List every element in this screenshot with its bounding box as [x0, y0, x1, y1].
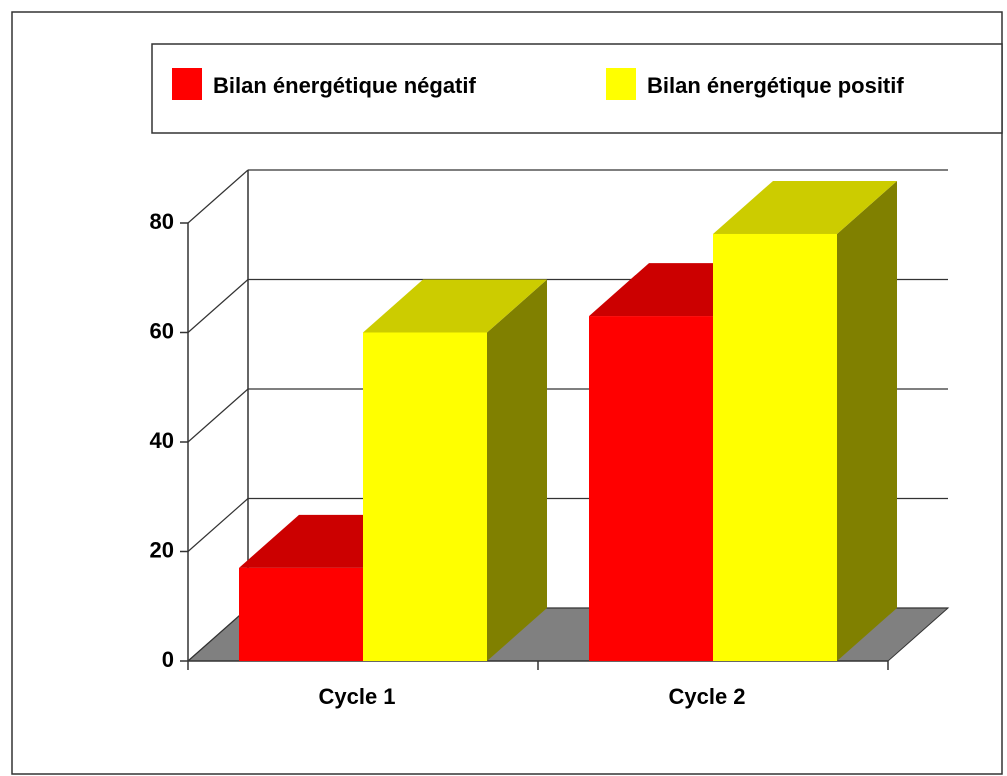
bar	[363, 332, 487, 661]
x-tick-label: Cycle 1	[318, 684, 395, 709]
legend-label: Bilan énergétique positif	[647, 73, 904, 98]
y-tick-label: 0	[162, 647, 174, 672]
legend-box	[151, 43, 1003, 134]
y-tick-label: 20	[150, 537, 174, 562]
grid-line	[187, 279, 249, 333]
legend-swatch	[606, 68, 636, 100]
bar	[713, 233, 837, 661]
bar-side	[837, 180, 897, 661]
legend-swatch	[172, 68, 202, 100]
y-tick-label: 60	[150, 318, 174, 343]
bar	[589, 316, 713, 661]
bar-side	[487, 279, 547, 661]
grid-line	[187, 498, 249, 552]
grid-line	[187, 388, 249, 443]
y-tick-label: 80	[150, 209, 174, 234]
bar	[239, 567, 363, 661]
x-tick-label: Cycle 2	[668, 684, 745, 709]
bar-top	[713, 180, 897, 234]
y-tick-label: 40	[150, 428, 174, 453]
grid-line	[187, 607, 249, 662]
legend-label: Bilan énergétique négatif	[213, 73, 476, 98]
bar-top	[363, 279, 547, 333]
grid-line	[187, 169, 249, 224]
